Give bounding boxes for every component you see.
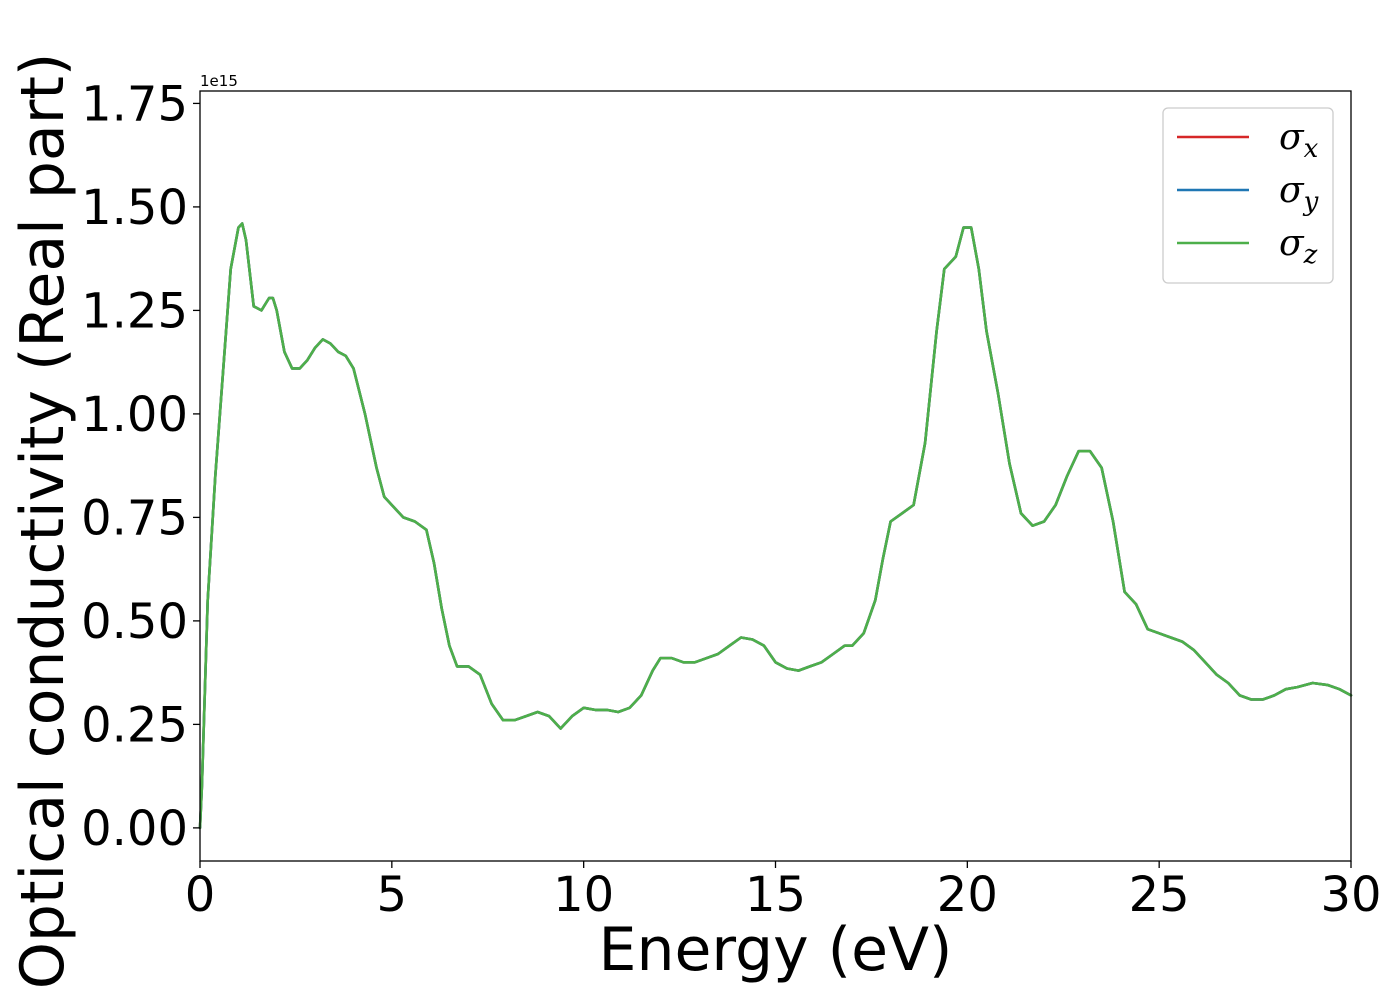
x-tick-label: 5 <box>377 867 408 923</box>
y-axis-title: Optical conductivity (Real part) <box>8 53 78 990</box>
y-tick-label: 1.50 <box>81 180 188 236</box>
y-tick-label: 0.00 <box>81 801 188 857</box>
legend-label: σy <box>1279 170 1319 217</box>
x-tick-label: 25 <box>1129 867 1190 923</box>
y-tick-label: 0.75 <box>81 490 188 546</box>
x-tick-label: 30 <box>1320 867 1381 923</box>
y-tick-label: 0.50 <box>81 594 188 650</box>
x-tick-label: 20 <box>937 867 998 923</box>
x-tick-label: 10 <box>553 867 614 923</box>
legend-label-base: σ <box>1279 223 1305 264</box>
legend-label: σx <box>1279 117 1319 164</box>
y-tick-label: 1.00 <box>81 387 188 443</box>
y-offset-label: 1e15 <box>200 72 238 90</box>
y-tick-label: 0.25 <box>81 697 188 753</box>
legend-label-subscript: x <box>1304 134 1319 164</box>
legend-label-base: σ <box>1279 117 1305 158</box>
y-axis: 0.00 0.25 0.50 0.75 1.00 1.25 1.50 1.75 <box>81 76 200 857</box>
x-axis: 0 5 10 15 20 25 30 <box>185 861 1382 923</box>
y-tick-label: 1.75 <box>81 76 188 132</box>
legend-label-subscript: y <box>1303 187 1319 217</box>
series-line-z <box>198 222 1353 830</box>
series-layer <box>198 222 1353 830</box>
legend-box <box>1162 107 1334 284</box>
legend-label-base: σ <box>1279 170 1305 211</box>
y-tick-label: 1.25 <box>81 283 188 339</box>
x-tick-label: 15 <box>745 867 806 923</box>
x-axis-title: Energy (eV) <box>599 915 953 985</box>
x-tick-label: 0 <box>185 867 216 923</box>
legend-label: σz <box>1279 223 1318 270</box>
legend-label-subscript: z <box>1303 240 1318 270</box>
